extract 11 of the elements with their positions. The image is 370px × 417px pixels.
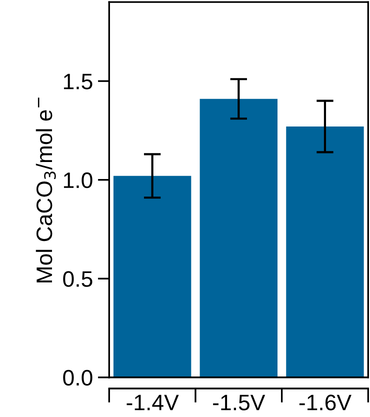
- bar: [286, 126, 364, 378]
- x-tick-label: -1.4V: [126, 394, 179, 410]
- y-tick-label: 0.0: [63, 370, 92, 386]
- x-tick-label: -1.5V: [213, 394, 266, 410]
- y-tick-label: 1.0: [64, 172, 92, 188]
- bar: [113, 176, 192, 378]
- y-axis-title: Mol CaCO$_{3}$/mol e$^{−}$: [36, 98, 56, 282]
- y-tick-label: 0.5: [63, 271, 92, 287]
- y-tick-label: 1.5: [64, 74, 92, 90]
- x-tick-label: -1.6V: [299, 394, 352, 410]
- bar: [200, 98, 278, 378]
